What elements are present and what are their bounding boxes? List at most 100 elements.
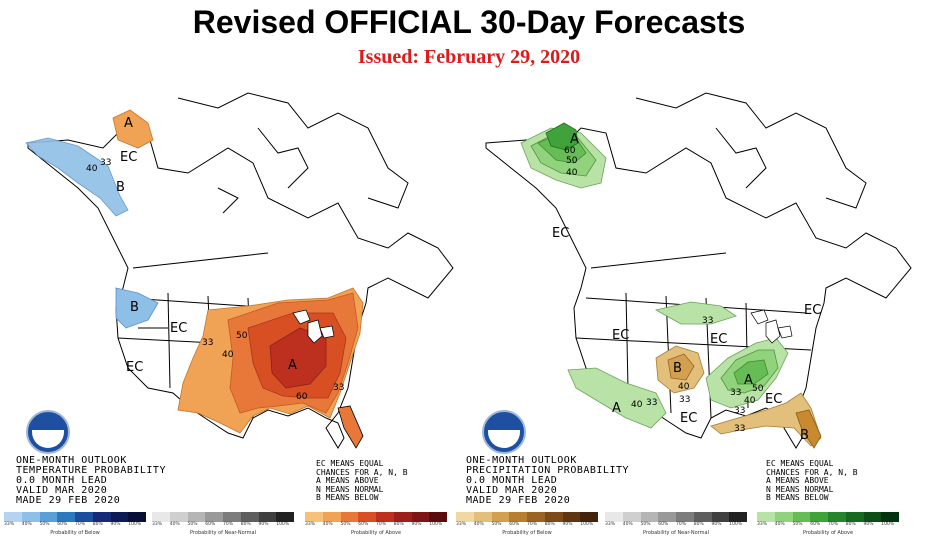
precip-below-colorbar — [456, 512, 598, 522]
temp-zone-label: B — [116, 180, 125, 195]
legend-tick: 100% — [128, 522, 142, 527]
legend-tick: 40% — [622, 522, 633, 527]
temp-below-alaska — [25, 137, 129, 217]
legend-tick: 50% — [187, 522, 198, 527]
legend-swatch — [509, 512, 527, 522]
legend-swatch — [57, 512, 75, 522]
precip-normal-ticks: 33% 40% 50% 60% 70% 80% 90% 100% — [605, 522, 747, 530]
legend-swatch — [376, 512, 394, 522]
temp-zone-label: A — [288, 358, 297, 373]
legend-swatch — [411, 512, 430, 522]
precip-above-north — [654, 301, 737, 325]
precip-zone-label: EC — [552, 226, 570, 241]
legend-tick: 100% — [276, 522, 290, 527]
legend-swatch — [658, 512, 676, 522]
temp-normal-bar-label: Probability of Near-Normal — [190, 530, 256, 536]
legend-swatch — [110, 512, 129, 522]
legend-swatch — [358, 512, 376, 522]
legend-swatch — [429, 512, 447, 522]
legend-swatch — [757, 512, 775, 522]
precip-above-alaska-60 — [545, 122, 579, 151]
precipitation-outlook-map: A EC EC EC B A EC A EC B EC 60 50 40 33 … — [466, 88, 926, 508]
precip-zone-label: B — [673, 361, 682, 376]
legend-swatch — [21, 512, 40, 522]
precip-zone-label: A — [612, 401, 621, 416]
temp-contour-label: 40 — [86, 164, 98, 174]
legend-tick: 100% — [729, 522, 743, 527]
precip-zone-label: A — [570, 132, 579, 147]
temp-contour-label: 33 — [333, 383, 345, 393]
temp-below-bar-label: Probability of Below — [50, 530, 100, 536]
legend-swatch — [75, 512, 93, 522]
temp-zone-label: EC — [170, 321, 188, 336]
legend-swatch — [845, 512, 864, 522]
precip-above-ohio-50 — [733, 359, 769, 385]
legend-swatch — [322, 512, 341, 522]
legend-tick: 90% — [258, 522, 269, 527]
legend-tick: 90% — [863, 522, 874, 527]
temp-contour-label: 33 — [100, 158, 112, 168]
precip-contour-label: 33 — [702, 316, 714, 326]
legend-swatch — [491, 512, 510, 522]
legend-tick: 70% — [75, 522, 86, 527]
precip-zone-label: EC — [680, 411, 698, 426]
legend-tick: 80% — [92, 522, 103, 527]
legend-tick: 60% — [810, 522, 821, 527]
legend-swatch — [169, 512, 188, 522]
precip-below-southeast — [710, 392, 822, 447]
legend-tick: 80% — [693, 522, 704, 527]
legend-tick: 50% — [491, 522, 502, 527]
temp-contour-label: 40 — [222, 350, 234, 360]
legend-swatch — [205, 512, 223, 522]
legend-tick: 50% — [640, 522, 651, 527]
precip-below-ticks: 33% 40% 50% 60% 70% 80% 90% 100% — [456, 522, 598, 530]
temp-above-60 — [269, 327, 327, 389]
precip-normal-colorbar — [605, 512, 747, 522]
legend-swatch — [605, 512, 623, 522]
legend-tick: 80% — [845, 522, 856, 527]
precip-caption: ONE-MONTH OUTLOOK PRECIPITATION PROBABILI… — [466, 455, 630, 506]
temp-normal-ticks: 33% 40% 50% 60% 70% 80% 90% 100% — [152, 522, 294, 530]
legend-tick: 60% — [509, 522, 520, 527]
legend-tick: 90% — [411, 522, 422, 527]
precip-normal-bar-label: Probability of Near-Normal — [643, 530, 709, 536]
legend-swatch — [456, 512, 474, 522]
precip-above-bar-label: Probability of Above — [802, 530, 854, 536]
temp-contour-label: 33 — [202, 338, 214, 348]
legend-tick: 33% — [305, 522, 316, 527]
legend-swatch — [39, 512, 58, 522]
precip-below-florida — [795, 409, 822, 449]
legend-swatch — [693, 512, 712, 522]
legend-swatch — [240, 512, 259, 522]
legend-swatch — [128, 512, 146, 522]
legend-swatch — [4, 512, 22, 522]
temp-contour-label: 50 — [236, 331, 248, 341]
issued-date: Issued: February 29, 2020 — [357, 46, 581, 68]
temp-zone-label: B — [130, 300, 139, 315]
precip-contour-label: 33 — [734, 424, 746, 434]
precip-contour-label: 33 — [734, 406, 746, 416]
legend-tick: 100% — [881, 522, 895, 527]
legend-swatch — [187, 512, 206, 522]
legend-tick: 50% — [792, 522, 803, 527]
page-title: Revised OFFICIAL 30-Day Forecasts — [192, 4, 746, 40]
temp-below-northwest — [115, 287, 159, 329]
temperature-map-graphic — [25, 92, 454, 449]
legend-tick: 70% — [676, 522, 687, 527]
legend-swatch — [881, 512, 899, 522]
legend-tick: 90% — [110, 522, 121, 527]
legend-swatch — [622, 512, 641, 522]
legend-swatch — [152, 512, 170, 522]
legend-tick: 60% — [57, 522, 68, 527]
precip-zone-label: EC — [765, 392, 783, 407]
legend-swatch — [828, 512, 846, 522]
legend-tick: 70% — [376, 522, 387, 527]
precip-contour-label: 33 — [730, 388, 742, 398]
legend-tick: 33% — [152, 522, 163, 527]
legend-swatch — [676, 512, 694, 522]
precip-below-bar-label: Probability of Below — [502, 530, 552, 536]
legend-swatch — [792, 512, 811, 522]
legend-tick: 80% — [544, 522, 555, 527]
